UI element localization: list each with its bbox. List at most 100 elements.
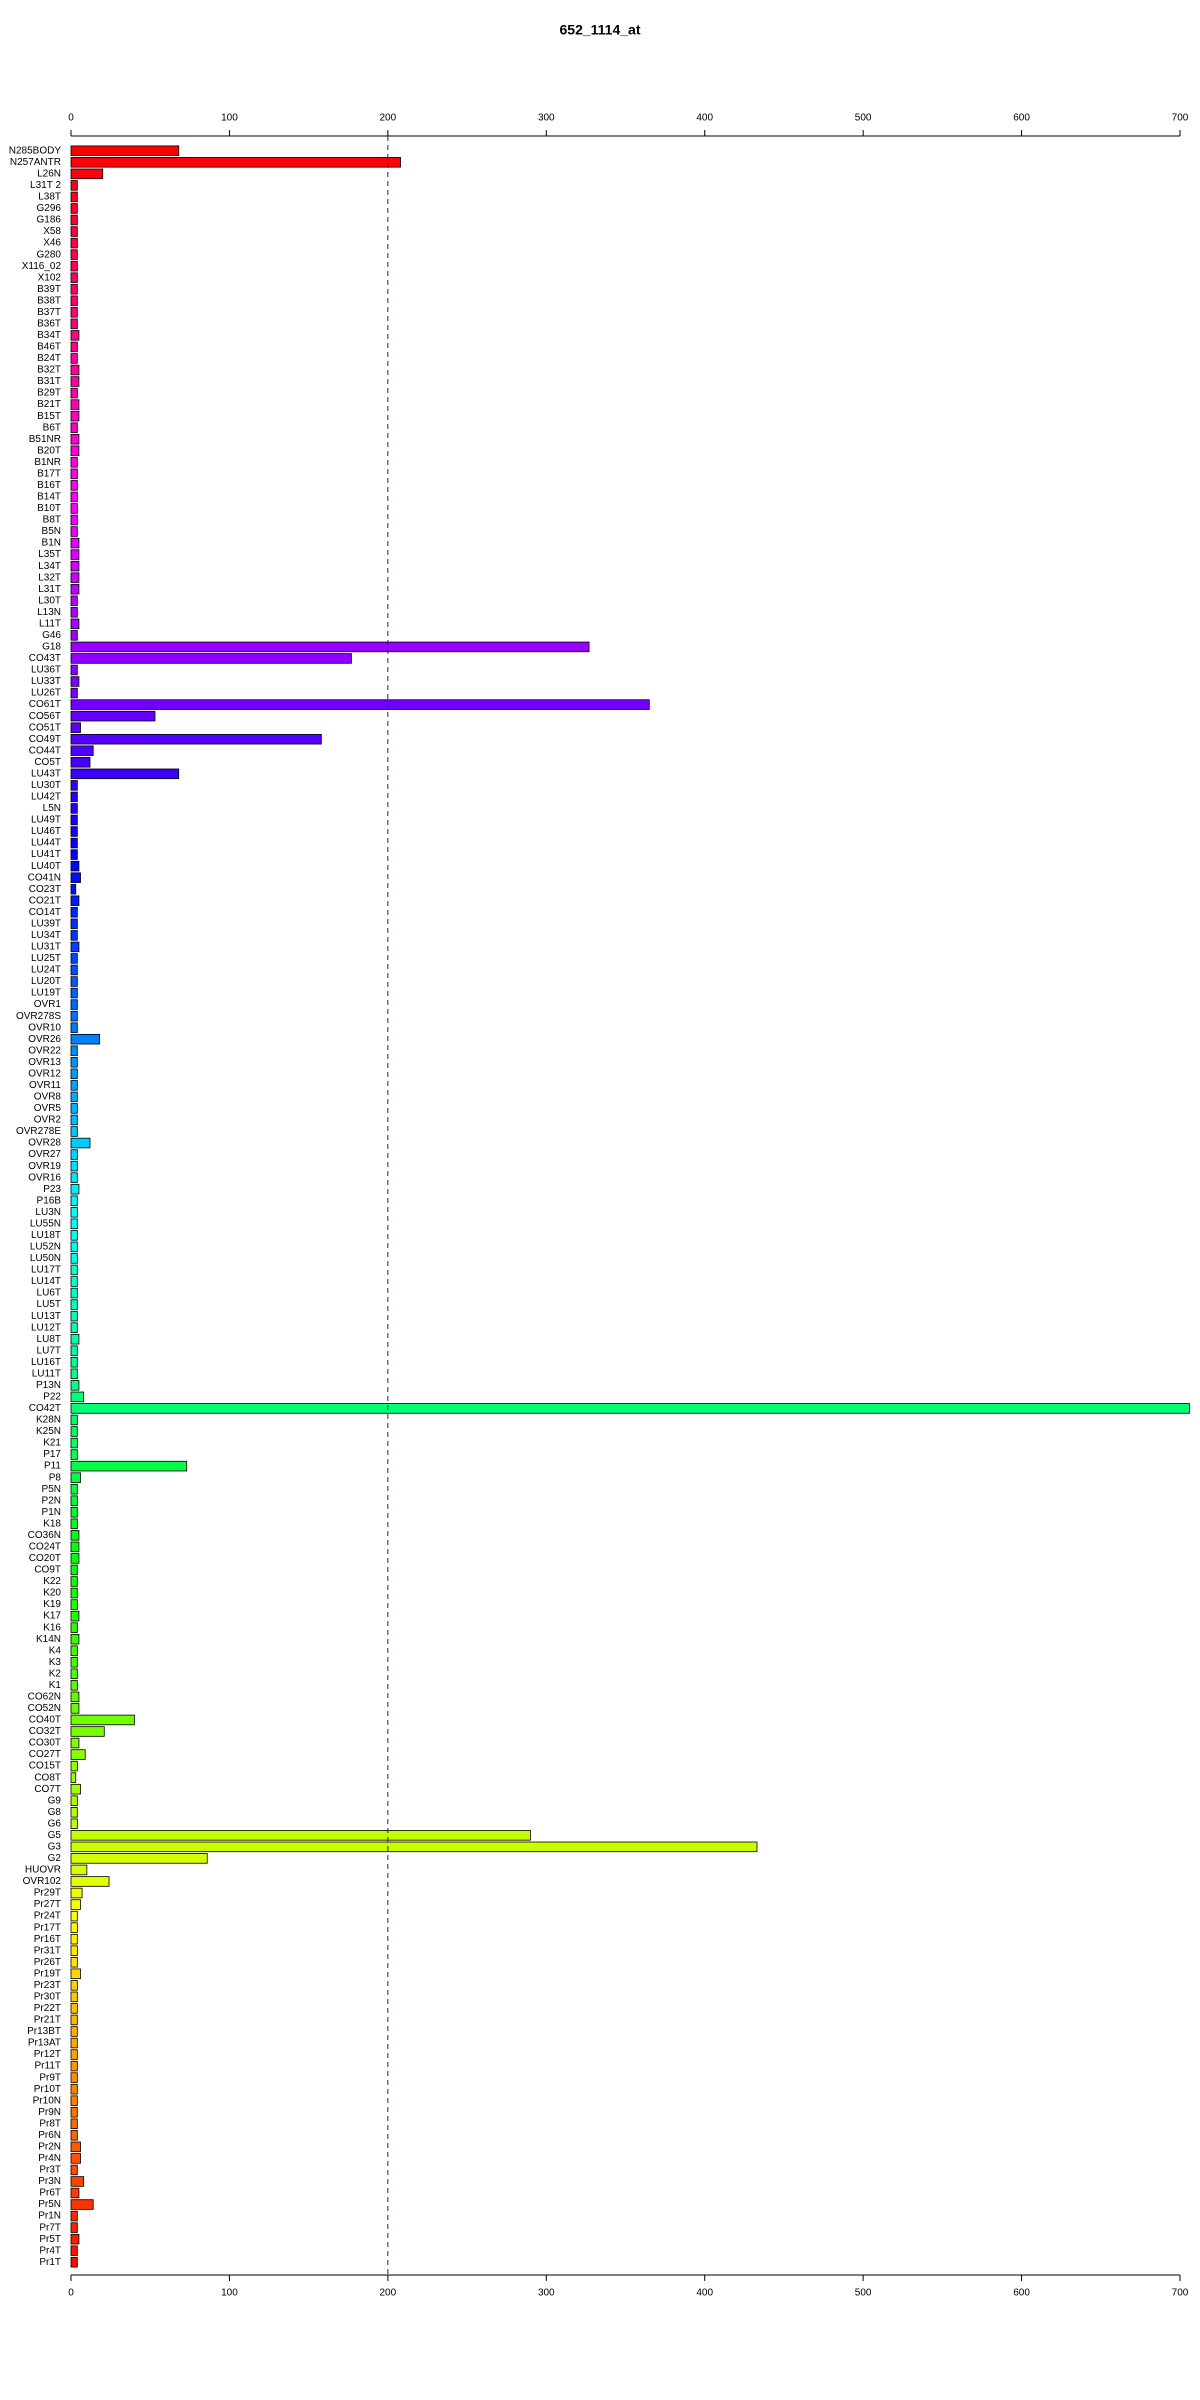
y-tick-label: LU31T — [31, 942, 61, 953]
y-tick-label: LU5T — [37, 1299, 61, 1310]
y-tick-label: B37T — [37, 307, 61, 318]
y-tick-label: Pr31T — [34, 1945, 61, 1956]
y-tick-label: LU26T — [31, 688, 61, 699]
bar — [70, 641, 590, 653]
y-tick-label: G9 — [48, 1795, 62, 1806]
bar — [70, 1149, 78, 1160]
y-tick-label: Pr9N — [38, 2107, 61, 2118]
bar — [70, 214, 78, 226]
y-tick-label: K18 — [43, 1518, 61, 1529]
bar — [70, 526, 78, 537]
bar — [70, 422, 78, 433]
bar — [70, 1368, 78, 1380]
y-tick-label: LU55N — [30, 1218, 61, 1229]
y-tick-label: Pr21T — [34, 2015, 61, 2026]
x-tick-label: 0 — [68, 2288, 74, 2299]
y-tick-label: P1N — [42, 1507, 61, 1518]
bar — [70, 2256, 78, 2268]
y-tick-label: P8 — [49, 1472, 62, 1483]
bar — [70, 2245, 78, 2256]
x-tick-label: 200 — [380, 113, 397, 124]
y-tick-label: LU50N — [30, 1253, 61, 1264]
bar — [70, 687, 78, 699]
bar — [70, 1380, 80, 1391]
y-tick-label: CO27T — [29, 1749, 61, 1760]
y-tick-label: CO44T — [29, 745, 61, 756]
bar — [70, 1483, 78, 1495]
y-tick-label: L31T — [38, 584, 61, 595]
bar — [70, 1160, 78, 1172]
bar — [70, 710, 156, 722]
bar — [70, 295, 78, 307]
bar — [70, 1922, 78, 1933]
bar — [70, 1437, 78, 1449]
bar — [70, 399, 80, 410]
bar — [70, 1876, 110, 1887]
y-tick-label: Pr12T — [34, 2049, 61, 2060]
y-tick-label: LU8T — [37, 1334, 61, 1345]
y-tick-label: B38T — [37, 295, 61, 306]
bar — [70, 1230, 78, 1241]
bar — [70, 145, 180, 157]
bar — [70, 2049, 78, 2060]
bar — [70, 1599, 78, 1610]
y-tick-label: K25N — [36, 1426, 61, 1437]
x-tick-label: 200 — [380, 2288, 397, 2299]
y-tick-label: Pr6N — [38, 2130, 61, 2141]
y-tick-label: L34T — [38, 561, 61, 572]
bar — [70, 2003, 78, 2014]
bar — [70, 1449, 78, 1460]
bar — [70, 953, 78, 964]
y-tick-label: Pr4T — [39, 2245, 61, 2256]
y-tick-label: Pr13BT — [27, 2026, 61, 2037]
bar — [70, 1068, 78, 1080]
y-tick-label: Pr23T — [34, 1980, 61, 1991]
y-tick-label: LU3N — [35, 1207, 61, 1218]
bar — [70, 791, 78, 803]
bar — [70, 203, 78, 214]
bar — [70, 1357, 78, 1368]
y-tick-label: K3 — [49, 1657, 62, 1668]
y-tick-label: X46 — [43, 238, 61, 249]
y-tick-label: LU44T — [31, 838, 61, 849]
bar — [70, 491, 78, 503]
x-tick-label: 100 — [221, 2288, 238, 2299]
y-tick-label: X116_02 — [22, 261, 62, 272]
y-tick-label: Pr8T — [39, 2118, 61, 2129]
y-tick-label: K28N — [36, 1415, 61, 1426]
y-tick-label: OVR12 — [28, 1068, 61, 1079]
bar — [70, 1841, 758, 1853]
bar — [70, 1737, 80, 1749]
x-tick-label: 500 — [855, 2288, 872, 2299]
bar — [70, 757, 91, 768]
bar — [70, 1426, 78, 1437]
bar — [70, 180, 78, 191]
y-tick-label: L32T — [38, 572, 61, 583]
bar — [70, 1391, 85, 1403]
bar — [70, 514, 78, 526]
y-tick-label: Pr2N — [38, 2141, 61, 2152]
y-tick-label: B39T — [37, 284, 61, 295]
bar — [70, 1126, 78, 1137]
y-tick-label: B21T — [37, 399, 61, 410]
x-tick-label: 700 — [1172, 2288, 1189, 2299]
bar — [70, 1253, 78, 1264]
bar — [70, 2164, 78, 2176]
x-tick-label: 300 — [538, 2288, 555, 2299]
bar — [70, 2014, 78, 2026]
y-tick-label: P23 — [43, 1184, 61, 1195]
y-tick-label: Pr10N — [33, 2095, 61, 2106]
bar — [70, 1818, 78, 1830]
y-tick-label: B34T — [37, 330, 61, 341]
bar — [70, 1933, 78, 1945]
bar — [70, 1137, 91, 1149]
y-tick-label: LU42T — [31, 792, 61, 803]
bar — [70, 2210, 78, 2222]
y-tick-label: B29T — [37, 388, 61, 399]
bar — [70, 1760, 78, 1772]
y-tick-label: CO14T — [29, 907, 61, 918]
y-tick-label: LU7T — [37, 1345, 61, 1356]
y-tick-label: Pr17T — [34, 1922, 61, 1933]
bar — [70, 1680, 78, 1691]
